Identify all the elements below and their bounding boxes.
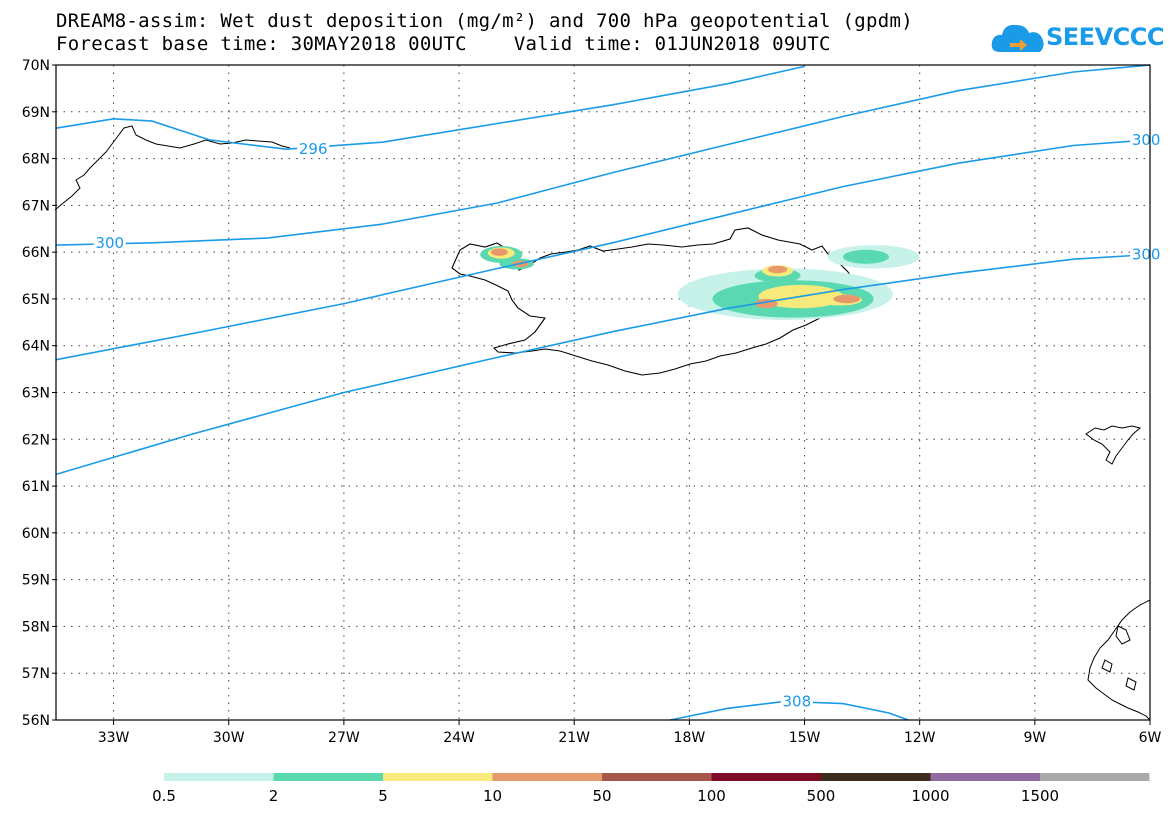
geopotential-contour	[55, 64, 1151, 246]
legend-label: 500	[807, 787, 836, 805]
lat-tick-label: 65N	[22, 292, 50, 308]
legend-swatch	[602, 773, 712, 781]
legend-label: 1000	[911, 787, 949, 805]
lat-tick-label: 70N	[22, 58, 50, 74]
deposition-patch	[490, 248, 508, 256]
lon-tick-label: 27W	[328, 730, 360, 746]
legend-swatch	[383, 773, 493, 781]
lat-tick-label: 64N	[22, 339, 50, 355]
greenland-coast	[54, 125, 291, 211]
logo-text: SEEVCCC	[1046, 23, 1165, 51]
scotland-islands	[1101, 625, 1137, 691]
lat-tick-label: 59N	[22, 573, 50, 589]
contour-label-bg	[1130, 130, 1163, 147]
map-title: DREAM8-assim: Wet dust deposition (mg/m²…	[56, 10, 913, 32]
geopotential-contour	[55, 65, 805, 151]
legend-label: 5	[378, 787, 388, 805]
coastlines	[54, 125, 1151, 721]
map-subtitle: Forecast base time: 30MAY2018 00UTC Vali…	[56, 33, 831, 55]
lon-tick-label: 9W	[1023, 730, 1046, 746]
map-axes: 33W 30W 27W 24W 21W 18W 15W 12W 9W 6W 70N 69N 68N 67N…	[22, 58, 1162, 746]
legend-label: 100	[697, 787, 726, 805]
cloud-icon	[991, 24, 1044, 52]
scotland-coast	[1087, 599, 1151, 721]
lon-tick-label: 33W	[98, 730, 130, 746]
lat-tick-label: 63N	[22, 386, 50, 402]
contour-label-bg	[297, 140, 330, 157]
lon-tick-label: 21W	[558, 730, 590, 746]
legend-label: 50	[592, 787, 611, 805]
legend-swatch	[821, 773, 931, 781]
contour-label: 300	[95, 234, 124, 252]
map-frame	[55, 64, 1151, 721]
legend-label: 10	[483, 787, 502, 805]
legend-swatch	[1040, 773, 1150, 781]
geopotential-contour	[55, 139, 1151, 361]
lon-tick-label: 15W	[789, 730, 821, 746]
lat-tick-label: 56N	[22, 713, 50, 729]
lat-tick-label: 69N	[22, 105, 50, 121]
lon-tick-label: 18W	[674, 730, 706, 746]
lat-tick-label: 57N	[22, 666, 50, 682]
geopotential-contour	[670, 700, 909, 721]
contour-label: 300	[1132, 245, 1161, 263]
seevccc-logo: SEEVCCC	[990, 20, 1165, 58]
legend-swatch	[492, 773, 602, 781]
lon-tick-label: 12W	[904, 730, 936, 746]
legend-swatch	[711, 773, 821, 781]
lon-tick-label: 24W	[443, 730, 475, 746]
deposition-patch	[768, 265, 788, 274]
legend-swatch	[164, 773, 274, 781]
geopotential-contours: 296 300 300 300 308	[55, 64, 1163, 721]
geopotential-contour	[55, 253, 1151, 476]
legend-label: 2	[269, 787, 279, 805]
contour-label: 308	[783, 692, 812, 710]
colorbar: 0.5 2 5 10 50 100 500 1000 1500	[152, 773, 1150, 805]
faroe-coast	[1085, 425, 1142, 465]
lon-tick-label: 6W	[1139, 730, 1162, 746]
legend-swatch	[930, 773, 1040, 781]
lat-tick-label: 62N	[22, 432, 50, 448]
contour-label: 300	[1132, 131, 1161, 149]
legend-label: 0.5	[152, 787, 176, 805]
lat-tick-label: 60N	[22, 526, 50, 542]
deposition-patch	[842, 249, 889, 264]
contour-label-bg	[93, 233, 126, 250]
legend-swatch	[273, 773, 383, 781]
dust-deposition-field	[480, 245, 920, 320]
lon-tick-label: 30W	[213, 730, 245, 746]
contour-label: 296	[299, 140, 328, 158]
lat-tick-label: 67N	[22, 198, 50, 214]
lat-tick-label: 61N	[22, 479, 50, 495]
lat-tick-label: 58N	[22, 619, 50, 635]
contour-label-bg	[1130, 245, 1163, 262]
lat-tick-label: 66N	[22, 245, 50, 261]
contour-label-bg	[780, 692, 813, 709]
legend-label: 1500	[1021, 787, 1059, 805]
deposition-patch	[833, 294, 861, 304]
graticule	[56, 65, 1150, 720]
lat-tick-label: 68N	[22, 152, 50, 168]
